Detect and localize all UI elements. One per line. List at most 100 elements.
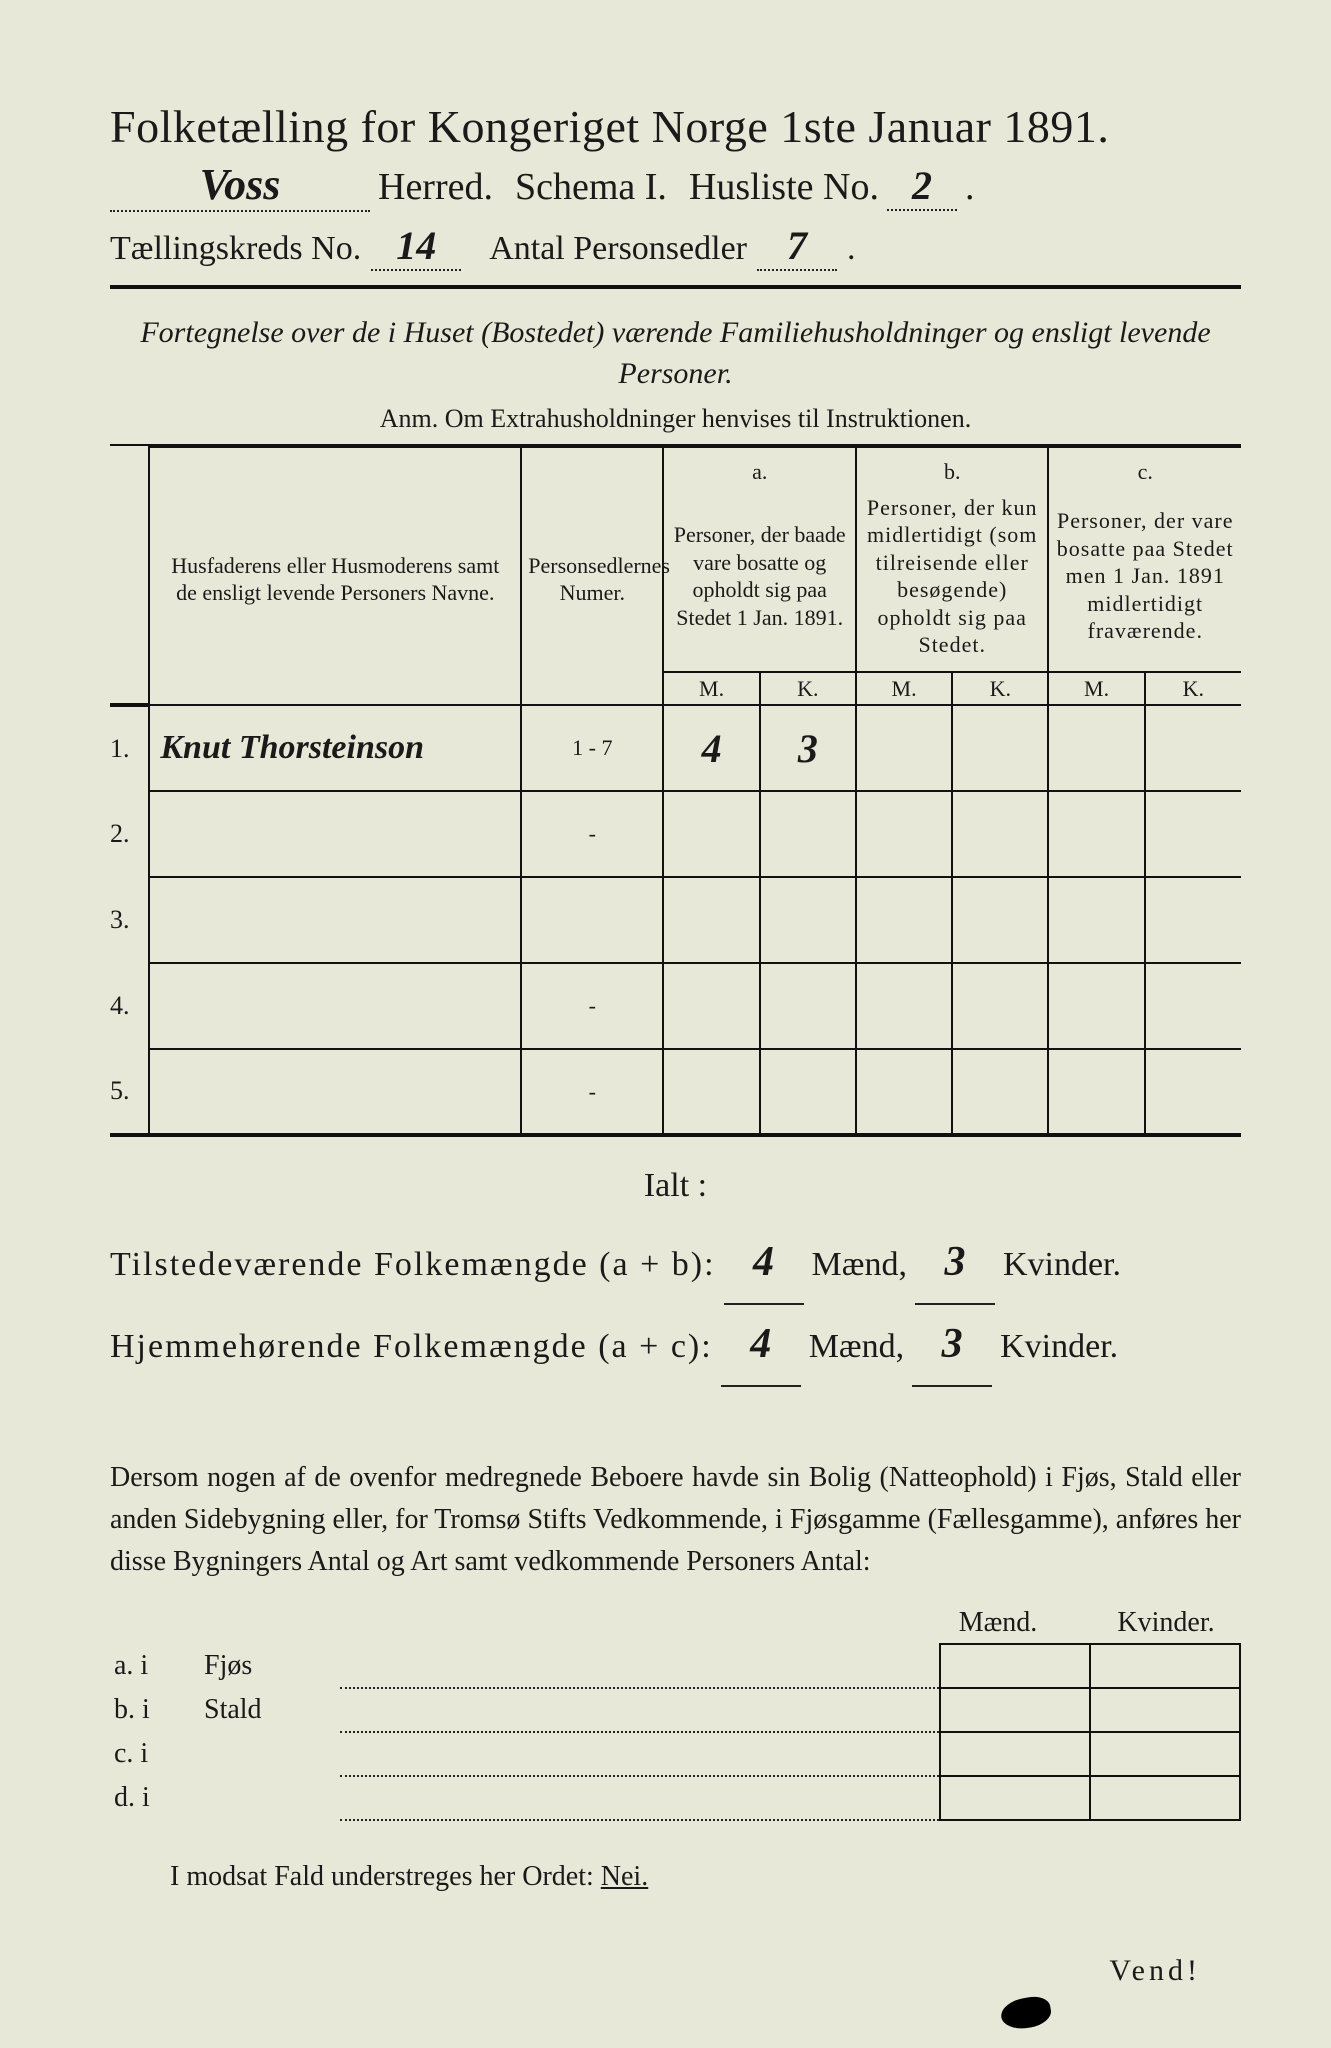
c-m-cell — [1048, 963, 1144, 1049]
b-m-cell — [856, 877, 952, 963]
tilstede-m: 4 — [724, 1223, 804, 1305]
husliste-label: Husliste No. — [689, 165, 879, 209]
hjemme-m: 4 — [721, 1305, 801, 1387]
bld-m-cell — [940, 1776, 1090, 1820]
maend-label: Mænd, — [809, 1315, 904, 1380]
name-cell — [149, 1049, 521, 1135]
col-name-header: Husfaderens eller Husmoderens samt de en… — [156, 532, 514, 627]
a-k-cell — [760, 791, 856, 877]
b-m-cell — [856, 1049, 952, 1135]
a-k-cell — [760, 963, 856, 1049]
a-k-cell — [760, 1049, 856, 1135]
building-row: c. i — [110, 1732, 1240, 1776]
census-title: Folketælling for Kongeriget Norge 1ste J… — [110, 100, 1241, 153]
bld-kvinder-header: Kvinder. — [1091, 1607, 1241, 1639]
tilstede-k: 3 — [915, 1223, 995, 1305]
c-k-cell — [1145, 705, 1241, 791]
subheading: Fortegnelse over de i Huset (Bostedet) v… — [110, 313, 1241, 394]
a-k-cell — [760, 877, 856, 963]
bld-prefix: a. i — [110, 1644, 200, 1688]
num-cell: - — [521, 1049, 663, 1135]
hjemme-label: Hjemmehørende Folkemængde (a + c): — [110, 1315, 713, 1380]
schema-label: Schema I. — [515, 165, 667, 209]
kreds-value: 14 — [371, 222, 461, 271]
num-cell: - — [521, 791, 663, 877]
building-block: Mænd. Kvinder. a. iFjøsb. iStaldc. id. i — [110, 1607, 1241, 1821]
b-k-cell — [952, 1049, 1048, 1135]
a-m-cell — [663, 791, 759, 877]
bld-type: Stald — [200, 1688, 340, 1732]
c-k-cell — [1145, 1049, 1241, 1135]
husliste-value: 2 — [887, 162, 957, 211]
a-m-cell — [663, 963, 759, 1049]
vend-label: Vend! — [1109, 1954, 1201, 1988]
row-number: 2. — [110, 791, 149, 877]
col-c-letter: c. — [1048, 447, 1241, 490]
name-cell: Knut Thorsteinson — [149, 705, 521, 791]
building-row: b. iStald — [110, 1688, 1240, 1732]
maend-label: Mænd, — [812, 1233, 907, 1298]
period: . — [965, 165, 975, 209]
mk-m: M. — [856, 672, 952, 706]
bld-maend-header: Mænd. — [923, 1607, 1073, 1639]
bld-type — [200, 1776, 340, 1820]
building-paragraph: Dersom nogen af de ovenfor medregnede Be… — [110, 1457, 1241, 1583]
building-table: a. iFjøsb. iStaldc. id. i — [110, 1643, 1241, 1821]
ialt-label: Ialt : — [110, 1167, 1241, 1205]
bld-dots — [340, 1644, 940, 1688]
a-m-cell — [663, 877, 759, 963]
table-row: 1.Knut Thorsteinson1 - 743 — [110, 705, 1241, 791]
table-row: 5.- — [110, 1049, 1241, 1135]
b-k-cell — [952, 705, 1048, 791]
bld-dots — [340, 1732, 940, 1776]
name-cell — [149, 963, 521, 1049]
c-k-cell — [1145, 877, 1241, 963]
bld-k-cell — [1090, 1732, 1240, 1776]
bld-prefix: c. i — [110, 1732, 200, 1776]
ink-blotch — [999, 1994, 1053, 2032]
b-k-cell — [952, 877, 1048, 963]
b-m-cell — [856, 963, 952, 1049]
col-c-header: Personer, der vare bosatte paa Stedet me… — [1053, 507, 1237, 645]
c-m-cell — [1048, 1049, 1144, 1135]
row-number: 1. — [110, 705, 149, 791]
table-row: 4. - — [110, 963, 1241, 1049]
herred-label: Herred. — [378, 165, 493, 209]
herred-value: Voss — [110, 159, 370, 212]
hjemme-k: 3 — [912, 1305, 992, 1387]
footer-pre: I modsat Fald understreges her Ordet: — [170, 1861, 601, 1892]
num-cell: 1 - 7 — [521, 705, 663, 791]
annotation-line: Anm. Om Extrahusholdninger henvises til … — [110, 404, 1241, 434]
col-a-letter: a. — [663, 447, 856, 490]
bld-k-cell — [1090, 1776, 1240, 1820]
c-k-cell — [1145, 791, 1241, 877]
mk-m: M. — [663, 672, 759, 706]
kvinder-label: Kvinder. — [1003, 1233, 1121, 1298]
bld-m-cell — [940, 1732, 1090, 1776]
bld-m-cell — [940, 1644, 1090, 1688]
header-row-herred: Voss Herred. Schema I. Husliste No. 2 . — [110, 159, 1241, 212]
period: . — [847, 230, 856, 268]
col-num-header: Personsedlernes Numer. — [528, 552, 656, 607]
table-row: 3. — [110, 877, 1241, 963]
num-cell: - — [521, 963, 663, 1049]
mk-k: K. — [760, 672, 856, 706]
header-row-kreds: Tællingskreds No. 14 Antal Personsedler … — [110, 222, 1241, 271]
a-k-cell: 3 — [760, 705, 856, 791]
bld-prefix: b. i — [110, 1688, 200, 1732]
divider — [110, 285, 1241, 289]
num-cell — [521, 877, 663, 963]
totals-block: Tilstedeværende Folkemængde (a + b): 4 M… — [110, 1223, 1241, 1387]
b-m-cell — [856, 705, 952, 791]
b-k-cell — [952, 963, 1048, 1049]
bld-type — [200, 1732, 340, 1776]
kreds-label: Tællingskreds No. — [110, 230, 361, 268]
a-m-cell — [663, 1049, 759, 1135]
row-number: 3. — [110, 877, 149, 963]
row-number: 4. — [110, 963, 149, 1049]
tilstede-label: Tilstedeværende Folkemængde (a + b): — [110, 1233, 716, 1298]
b-m-cell — [856, 791, 952, 877]
mk-k: K. — [1145, 672, 1241, 706]
col-a-header: Personer, der baade vare bosatte og opho… — [668, 521, 851, 631]
mk-m: M. — [1048, 672, 1144, 706]
